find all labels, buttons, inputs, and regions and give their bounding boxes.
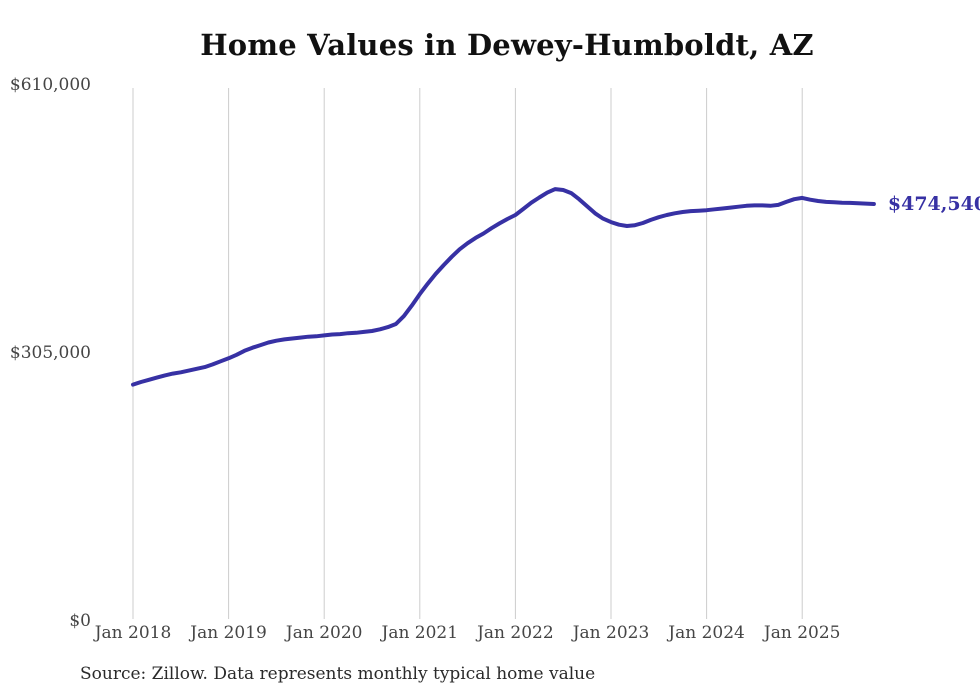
home-value-line [131,187,876,387]
x-axis-tick-jan-2025: Jan 2025 [763,623,841,643]
x-axis-tick-jan-2019: Jan 2019 [190,623,267,643]
x-axis-tick-jan-2022: Jan 2022 [477,623,554,643]
x-axis-tick-jan-2018: Jan 2018 [94,623,172,643]
y-axis-tick-305000: $305,000 [9,342,91,363]
x-axis-tick-jan-2020: Jan 2020 [285,623,363,643]
latest-value-label: $474,540 [887,193,980,216]
y-axis-tick-0: $0 [69,610,91,631]
x-axis-tick-jan-2023: Jan 2023 [572,623,650,643]
y-axis-tick-610000: $610,000 [9,74,91,95]
year-gridlines [132,88,803,619]
source-note: Source: Zillow. Data represents monthly … [80,664,596,684]
chart-title: Home Values in Dewey-Humboldt, AZ [200,28,814,62]
x-axis-tick-jan-2021: Jan 2021 [381,623,459,643]
x-axis-tick-jan-2024: Jan 2024 [668,623,745,643]
